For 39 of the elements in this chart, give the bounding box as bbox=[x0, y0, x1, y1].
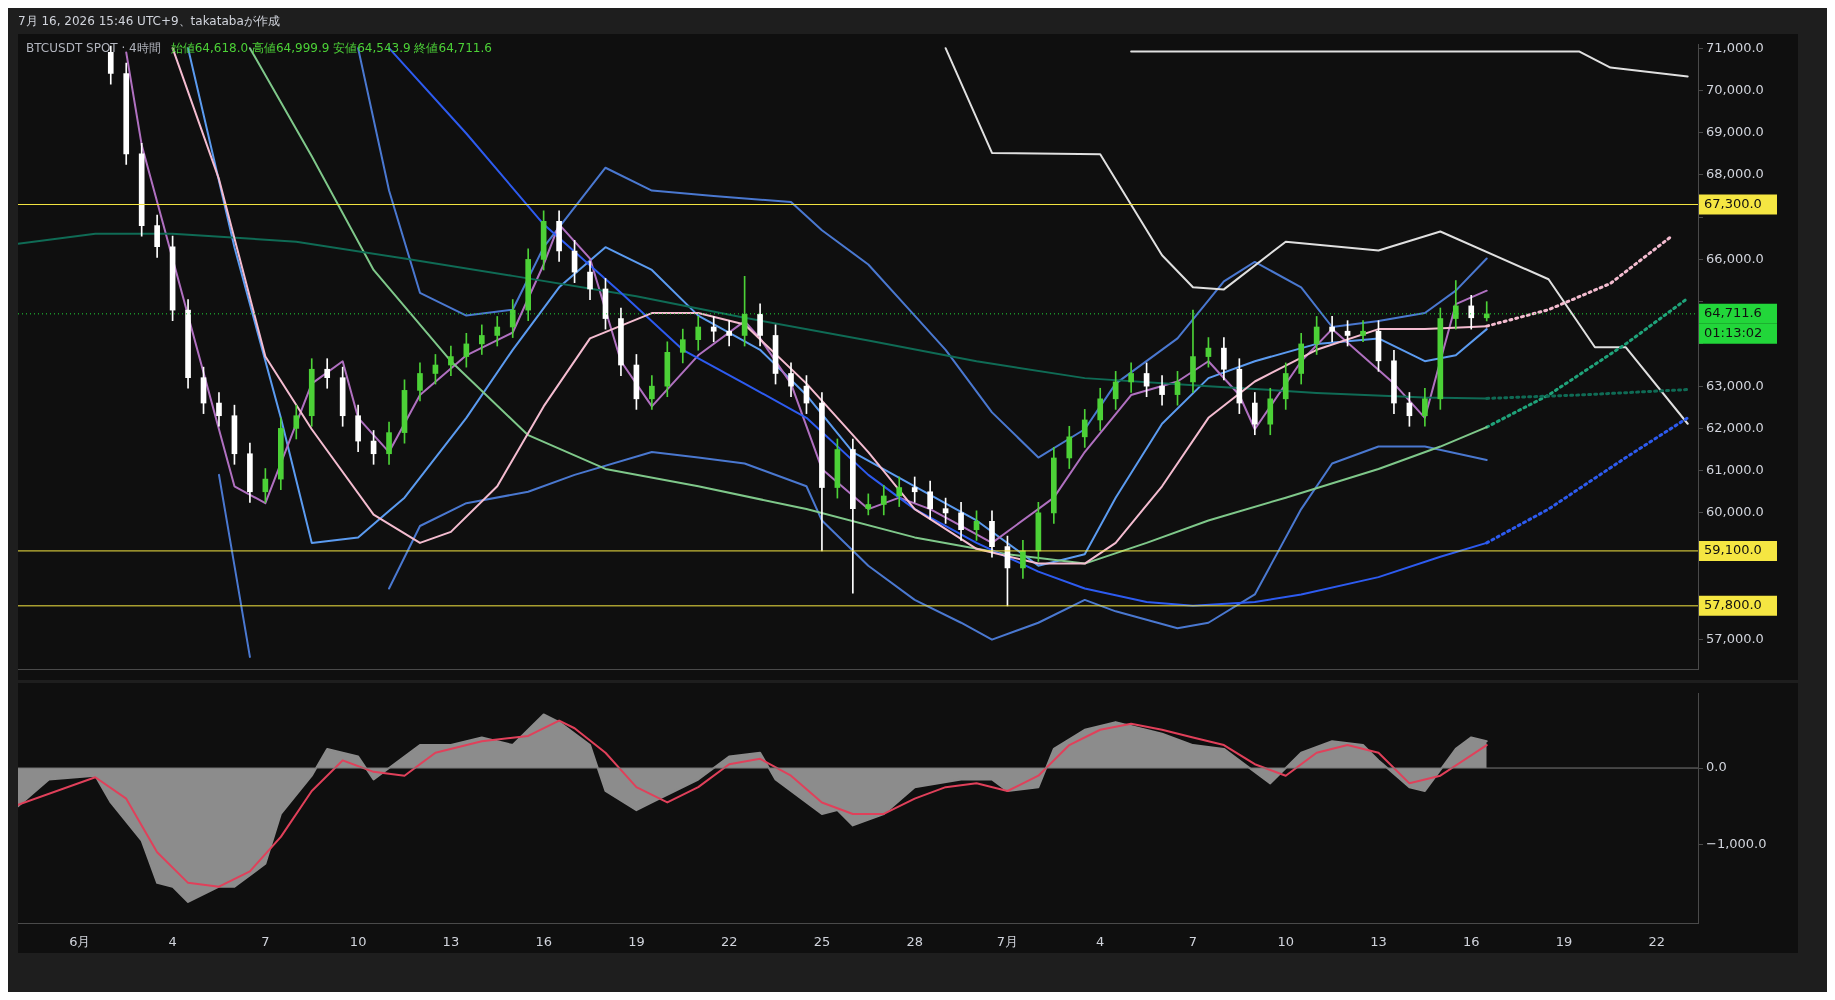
chart-title: BTCUSDT SPOT · 4時間 bbox=[26, 41, 161, 55]
y-tick-label: 61,000.0 bbox=[1706, 462, 1764, 478]
x-tick-label: 7 bbox=[1188, 933, 1198, 949]
x-tick-label: 19 bbox=[1555, 933, 1573, 949]
y-tick-label: 0.0 bbox=[1706, 759, 1727, 775]
y-tick-label: 66,000.0 bbox=[1706, 250, 1764, 266]
x-tick-label: 22 bbox=[720, 933, 738, 949]
ref-line-label: 64,711.6 bbox=[1704, 305, 1762, 321]
x-tick-label: 16 bbox=[1462, 933, 1480, 949]
x-tick-label: 7月 bbox=[996, 933, 1019, 949]
y-tick-label: 68,000.0 bbox=[1706, 166, 1764, 182]
x-tick-label: 25 bbox=[813, 933, 831, 949]
x-tick-label: 22 bbox=[1648, 933, 1666, 949]
y-tick-label: 70,000.0 bbox=[1706, 81, 1764, 97]
text: 7月 16, 2026 15:46 UTC+9、takatabaが作成 bbox=[18, 14, 280, 28]
x-tick-label: 16 bbox=[535, 933, 552, 949]
x-tick-label: 6月 bbox=[69, 933, 91, 949]
x-tick-label: 4 bbox=[1096, 933, 1105, 949]
y-tick-label: 63,000.0 bbox=[1706, 377, 1764, 393]
line-series bbox=[1485, 296, 1690, 429]
x-tick-label: 7 bbox=[261, 933, 270, 949]
x-tick-label: 13 bbox=[442, 933, 460, 949]
y-tick-label: 71,000.0 bbox=[1706, 39, 1764, 55]
x-tick-label: 13 bbox=[1370, 933, 1387, 949]
ref-line-label: 67,300.0 bbox=[1704, 195, 1762, 211]
text: 01:13:02 bbox=[1704, 325, 1763, 341]
x-tick-label: 19 bbox=[628, 933, 645, 949]
x-tick-label: 10 bbox=[1277, 933, 1294, 949]
ref-line-label: 57,800.0 bbox=[1704, 597, 1762, 613]
y-tick-label: 69,000.0 bbox=[1706, 124, 1764, 140]
y-tick-label: 62,000.0 bbox=[1706, 419, 1764, 435]
chart-subtitle: 始値64,618.0 高値64,999.9 安値64,543.9 終値64,711.6 bbox=[170, 41, 492, 55]
ref-line-label: 59,100.0 bbox=[1704, 542, 1762, 558]
x-tick-label: 28 bbox=[906, 933, 923, 949]
y-tick-label: 57,000.0 bbox=[1706, 631, 1764, 646]
x-tick-label: 10 bbox=[349, 933, 367, 949]
y-tick-label: 60,000.0 bbox=[1706, 504, 1764, 520]
y-tick-label: −1,000.0 bbox=[1706, 835, 1767, 851]
x-tick-label: 4 bbox=[168, 933, 177, 949]
